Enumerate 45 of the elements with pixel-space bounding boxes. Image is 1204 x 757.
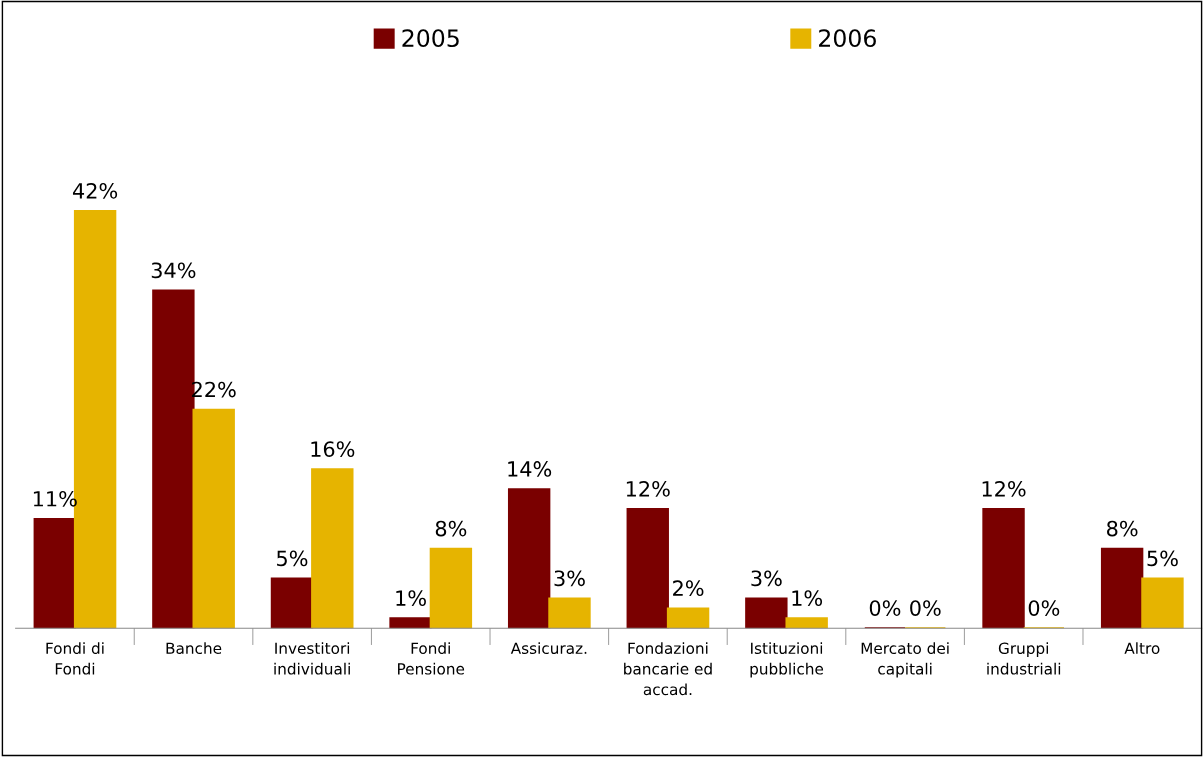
bar [270, 577, 314, 629]
data-label: 34% [151, 262, 196, 279]
legend-label: 2005 [402, 29, 459, 48]
bar [745, 597, 788, 629]
x-tick-label: Mercato dei capitali [861, 642, 949, 678]
bar [33, 517, 76, 629]
bar [1141, 577, 1184, 629]
data-label: 8% [1107, 520, 1138, 537]
bar [982, 508, 1025, 629]
data-label: 5% [1147, 550, 1178, 567]
x-tick-label: Altro [1124, 642, 1160, 655]
data-label: 2% [673, 580, 704, 597]
data-label: 0% [1028, 600, 1060, 616]
bar [192, 408, 235, 629]
data-label: 1% [792, 590, 823, 607]
data-label: 42% [72, 182, 118, 199]
data-label: 5% [277, 550, 308, 567]
bar [626, 508, 669, 629]
bar [548, 597, 591, 629]
legend-label: 2006 [819, 29, 876, 48]
bar [785, 617, 828, 629]
data-label: 14% [508, 461, 552, 477]
x-tick-label: Assicuraz. [510, 642, 587, 655]
x-tick-label: Banche [166, 642, 222, 655]
data-label: 3% [554, 570, 585, 587]
x-tick-label: Istituzioni pubbliche [750, 642, 824, 678]
data-label: 12% [626, 480, 670, 497]
bar [507, 488, 551, 629]
data-label: 3% [751, 570, 782, 587]
bar [1100, 547, 1144, 629]
x-tick-label: Investitori individuali [274, 642, 350, 675]
data-label: 0% [869, 600, 901, 616]
data-label: 0% [910, 600, 941, 616]
bar [429, 547, 473, 629]
x-tick-label: Fondi Pensione [398, 642, 465, 675]
x-tick-label: Fondazioni bancarie ed accad. [624, 642, 712, 696]
data-label: 8% [435, 520, 467, 537]
bar [389, 617, 432, 629]
data-label: 12% [982, 480, 1026, 497]
x-tick-label: Fondi di Fondi [46, 642, 104, 675]
data-label: 1% [396, 590, 426, 607]
bar [666, 607, 710, 629]
bar [311, 468, 354, 629]
x-tick-label: Gruppi industriali [987, 642, 1061, 675]
data-label: 16% [311, 441, 355, 457]
